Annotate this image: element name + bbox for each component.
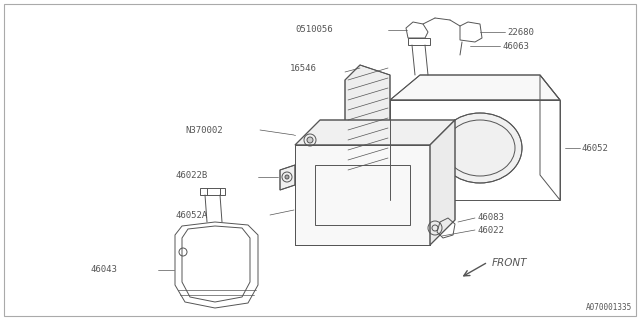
Polygon shape — [295, 145, 430, 245]
Text: 46063: 46063 — [502, 42, 529, 51]
Polygon shape — [430, 120, 455, 245]
Text: 46052: 46052 — [582, 143, 609, 153]
Ellipse shape — [438, 113, 522, 183]
Text: N370002: N370002 — [185, 125, 223, 134]
Polygon shape — [390, 75, 560, 100]
Text: 46052A: 46052A — [175, 211, 207, 220]
Text: 0510056: 0510056 — [295, 25, 333, 34]
Text: 46043: 46043 — [90, 266, 117, 275]
Polygon shape — [280, 165, 295, 190]
Text: 46022: 46022 — [477, 226, 504, 235]
Text: A070001335: A070001335 — [586, 303, 632, 312]
Polygon shape — [345, 65, 390, 185]
Text: 46022B: 46022B — [175, 171, 207, 180]
Text: FRONT: FRONT — [492, 258, 527, 268]
Circle shape — [307, 137, 313, 143]
Text: 22680: 22680 — [507, 28, 534, 36]
Text: 46083: 46083 — [477, 212, 504, 221]
Text: 16546: 16546 — [290, 63, 317, 73]
Circle shape — [285, 175, 289, 179]
Polygon shape — [295, 120, 455, 145]
